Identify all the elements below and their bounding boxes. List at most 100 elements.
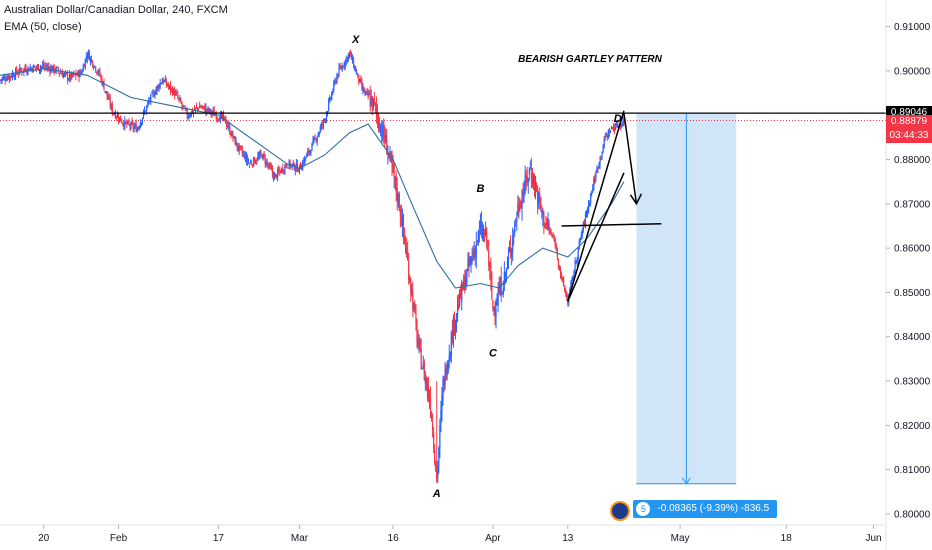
candle-up (452, 317, 454, 343)
candle-down (61, 73, 63, 77)
candle-up (231, 132, 233, 136)
candle-down (53, 64, 55, 72)
candle-up (318, 132, 320, 135)
candle-down (399, 209, 401, 217)
candle-up (605, 134, 607, 136)
candle-up (501, 293, 503, 295)
candle-down (457, 305, 460, 309)
candle-down (107, 95, 109, 100)
candle-down (172, 88, 174, 95)
candle-down (417, 340, 419, 346)
candle-up (87, 52, 89, 56)
candle-up (86, 55, 88, 59)
candle-up (357, 73, 359, 75)
candle-up (504, 273, 506, 275)
candle-down (432, 423, 434, 430)
candle-down (543, 212, 545, 227)
down-arrow-head (629, 193, 643, 206)
candle-up (284, 165, 286, 173)
candle-down (261, 155, 263, 159)
candle-up (59, 72, 61, 74)
candle-up (130, 122, 132, 129)
candle-down (60, 73, 62, 75)
candle-down (427, 385, 430, 398)
candle-up (438, 447, 440, 467)
candle-up (29, 67, 31, 70)
candle-down (198, 108, 200, 110)
candle-down (21, 70, 23, 73)
short-position-zone[interactable] (636, 113, 737, 485)
australia-flag-icon[interactable] (610, 500, 631, 521)
measure-result-label[interactable]: 5 -0.08365 (-9.39%) -836.5 (633, 499, 778, 518)
candle-down (88, 52, 91, 61)
candle-down (474, 249, 476, 256)
candle-up (317, 133, 319, 137)
candle-up (247, 162, 250, 164)
candle-down (535, 185, 538, 192)
candle-up (36, 65, 39, 68)
price-axis[interactable]: 0.80000 0.81000 0.82000 0.83000 0.84000 0.850… (885, 0, 931, 550)
candle-down (558, 266, 561, 270)
candle-down (483, 233, 486, 238)
candle-up (199, 106, 201, 108)
candle-up (448, 355, 450, 362)
candle-down (606, 135, 608, 138)
candle-up (517, 205, 519, 215)
candle-up (316, 137, 318, 142)
candle-down (240, 145, 242, 149)
candle-up (257, 156, 259, 161)
candle-down (383, 122, 385, 137)
candle-up (591, 190, 593, 195)
candle-up (456, 303, 459, 318)
candle-down (217, 119, 219, 121)
candle-up (309, 150, 311, 154)
candle-down (70, 73, 72, 79)
candle-up (242, 154, 244, 156)
candle-up (411, 289, 413, 295)
candle-down (453, 317, 456, 331)
candle-up (426, 385, 429, 390)
candle-up (46, 67, 48, 69)
candle-down (555, 246, 557, 248)
candle-up (499, 280, 501, 296)
candle-up (506, 260, 509, 266)
candle-up (328, 101, 330, 111)
candle-up (0, 79, 2, 81)
candle-down (224, 116, 226, 118)
candle-down (434, 450, 436, 463)
candle-up (161, 80, 163, 84)
candle-up (621, 124, 623, 127)
candle-down (182, 104, 184, 106)
candle-down (539, 192, 541, 202)
candle-down (500, 277, 502, 296)
candle-down (10, 75, 13, 77)
candle-down (83, 65, 85, 68)
candle-up (138, 126, 140, 129)
candle-up (343, 65, 345, 67)
candle-up (305, 157, 307, 159)
candle-up (573, 271, 575, 277)
candle-down (420, 348, 422, 370)
candle-down (92, 67, 95, 69)
candle-down (366, 90, 368, 93)
candle-up (277, 170, 279, 178)
x-tick-label: May (671, 533, 690, 544)
candle-up (593, 178, 595, 189)
time-axis[interactable]: 20 Feb 17 Mar 16 Apr 13 May 18 Jun (0, 524, 886, 544)
candle-down (407, 251, 409, 260)
candle-up (609, 130, 612, 134)
candle-down (289, 161, 291, 168)
candle-down (167, 86, 170, 88)
candle-down (251, 163, 253, 165)
candle-down (128, 122, 130, 125)
trend-line (567, 110, 625, 302)
candle-down (279, 170, 281, 172)
candle-up (421, 368, 423, 370)
candle-down (412, 291, 414, 310)
candle-down (45, 65, 47, 67)
drawing-overlays[interactable] (0, 110, 886, 302)
candle-up (139, 122, 141, 128)
candle-up (607, 130, 609, 138)
candle-up (142, 111, 145, 117)
